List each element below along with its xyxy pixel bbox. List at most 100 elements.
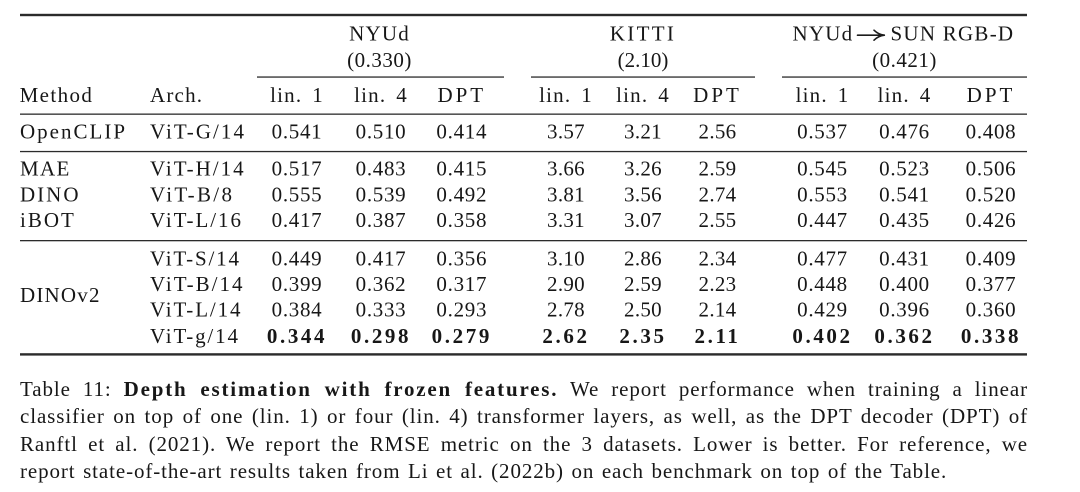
svg-text:3.66: 3.66 bbox=[547, 157, 585, 181]
svg-text:0.377: 0.377 bbox=[966, 272, 1017, 296]
svg-text:2.23: 2.23 bbox=[699, 272, 737, 296]
svg-text:ViT-S/14: ViT-S/14 bbox=[150, 246, 241, 270]
svg-text:2.35: 2.35 bbox=[619, 324, 666, 348]
svg-text:0.298: 0.298 bbox=[351, 324, 411, 348]
svg-text:OpenCLIP: OpenCLIP bbox=[20, 119, 127, 143]
svg-text:0.520: 0.520 bbox=[966, 182, 1017, 206]
svg-text:NYUd: NYUd bbox=[349, 22, 410, 46]
svg-text:ViT-B/14: ViT-B/14 bbox=[150, 272, 244, 296]
svg-text:0.402: 0.402 bbox=[792, 324, 852, 348]
svg-text:3.31: 3.31 bbox=[547, 208, 585, 232]
svg-text:Method: Method bbox=[20, 83, 94, 107]
svg-text:DINO: DINO bbox=[20, 182, 81, 206]
svg-text:0.417: 0.417 bbox=[356, 246, 407, 270]
svg-text:2.78: 2.78 bbox=[547, 298, 585, 322]
svg-text:lin. 1: lin. 1 bbox=[796, 83, 850, 107]
svg-text:0.362: 0.362 bbox=[874, 324, 934, 348]
svg-text:0.431: 0.431 bbox=[879, 246, 930, 270]
svg-text:2.62: 2.62 bbox=[542, 324, 589, 348]
svg-text:0.537: 0.537 bbox=[797, 119, 848, 143]
svg-text:DINOv2: DINOv2 bbox=[20, 283, 101, 307]
svg-text:0.483: 0.483 bbox=[356, 157, 407, 181]
svg-text:(0.421): (0.421) bbox=[872, 48, 937, 72]
svg-text:2.86: 2.86 bbox=[624, 246, 662, 270]
svg-text:2.74: 2.74 bbox=[699, 182, 737, 206]
svg-text:0.541: 0.541 bbox=[272, 119, 323, 143]
svg-text:3.56: 3.56 bbox=[624, 182, 662, 206]
svg-text:2.59: 2.59 bbox=[699, 157, 737, 181]
svg-text:0.517: 0.517 bbox=[272, 157, 323, 181]
svg-text:2.90: 2.90 bbox=[547, 272, 585, 296]
svg-text:0.541: 0.541 bbox=[879, 182, 930, 206]
svg-text:3.21: 3.21 bbox=[624, 119, 662, 143]
svg-text:0.449: 0.449 bbox=[272, 246, 323, 270]
svg-text:0.523: 0.523 bbox=[879, 157, 930, 181]
svg-text:0.333: 0.333 bbox=[356, 298, 407, 322]
svg-text:lin. 4: lin. 4 bbox=[878, 83, 932, 107]
svg-text:0.447: 0.447 bbox=[797, 208, 848, 232]
svg-text:3.81: 3.81 bbox=[547, 182, 585, 206]
svg-text:2.59: 2.59 bbox=[624, 272, 662, 296]
svg-text:0.545: 0.545 bbox=[797, 157, 848, 181]
svg-text:0.555: 0.555 bbox=[272, 182, 323, 206]
svg-text:lin. 1: lin. 1 bbox=[539, 83, 593, 107]
svg-text:0.399: 0.399 bbox=[272, 272, 323, 296]
svg-text:0.360: 0.360 bbox=[966, 298, 1017, 322]
svg-text:0.400: 0.400 bbox=[879, 272, 930, 296]
svg-text:Arch.: Arch. bbox=[150, 83, 203, 107]
svg-text:iBOT: iBOT bbox=[20, 208, 76, 232]
svg-text:2.34: 2.34 bbox=[699, 246, 737, 270]
svg-text:0.279: 0.279 bbox=[432, 324, 492, 348]
svg-text:KITTI: KITTI bbox=[610, 22, 677, 46]
svg-text:2.56: 2.56 bbox=[699, 119, 737, 143]
svg-text:0.426: 0.426 bbox=[966, 208, 1017, 232]
svg-text:DPT: DPT bbox=[693, 83, 742, 107]
svg-text:0.415: 0.415 bbox=[436, 157, 487, 181]
svg-text:3.10: 3.10 bbox=[547, 246, 585, 270]
svg-text:(2.10): (2.10) bbox=[618, 48, 669, 72]
svg-text:3.07: 3.07 bbox=[624, 208, 662, 232]
svg-text:0.435: 0.435 bbox=[879, 208, 930, 232]
svg-text:ViT-g/14: ViT-g/14 bbox=[150, 324, 240, 348]
svg-text:DPT: DPT bbox=[967, 83, 1016, 107]
svg-text:0.293: 0.293 bbox=[436, 298, 487, 322]
svg-text:0.510: 0.510 bbox=[356, 119, 407, 143]
svg-text:0.506: 0.506 bbox=[966, 157, 1017, 181]
svg-text:lin. 4: lin. 4 bbox=[354, 83, 408, 107]
svg-text:ViT-L/16: ViT-L/16 bbox=[150, 208, 243, 232]
svg-text:2.50: 2.50 bbox=[624, 298, 662, 322]
svg-text:0.409: 0.409 bbox=[966, 246, 1017, 270]
svg-text:0.317: 0.317 bbox=[436, 272, 487, 296]
svg-text:0.539: 0.539 bbox=[356, 182, 407, 206]
svg-text:DPT: DPT bbox=[437, 83, 486, 107]
svg-text:0.414: 0.414 bbox=[436, 119, 487, 143]
svg-text:lin. 4: lin. 4 bbox=[616, 83, 670, 107]
svg-text:0.492: 0.492 bbox=[436, 182, 487, 206]
svg-text:0.417: 0.417 bbox=[272, 208, 323, 232]
svg-text:0.384: 0.384 bbox=[272, 298, 323, 322]
svg-text:0.396: 0.396 bbox=[879, 298, 930, 322]
svg-text:NYUd: NYUd bbox=[793, 22, 854, 46]
svg-text:0.408: 0.408 bbox=[966, 119, 1017, 143]
svg-text:0.476: 0.476 bbox=[879, 119, 930, 143]
svg-text:0.338: 0.338 bbox=[961, 324, 1021, 348]
svg-text:lin. 1: lin. 1 bbox=[270, 83, 324, 107]
svg-text:3.57: 3.57 bbox=[547, 119, 585, 143]
svg-text:2.11: 2.11 bbox=[695, 324, 741, 348]
svg-text:0.362: 0.362 bbox=[356, 272, 407, 296]
svg-text:2.14: 2.14 bbox=[699, 298, 737, 322]
svg-text:0.553: 0.553 bbox=[797, 182, 848, 206]
svg-text:ViT-L/14: ViT-L/14 bbox=[150, 298, 242, 322]
svg-text:0.429: 0.429 bbox=[797, 298, 848, 322]
svg-text:0.477: 0.477 bbox=[797, 246, 848, 270]
svg-text:ViT-G/14: ViT-G/14 bbox=[150, 119, 246, 143]
svg-text:0.358: 0.358 bbox=[436, 208, 487, 232]
svg-text:SUN RGB-D: SUN RGB-D bbox=[891, 22, 1015, 46]
svg-text:0.344: 0.344 bbox=[267, 324, 327, 348]
svg-text:0.387: 0.387 bbox=[356, 208, 407, 232]
svg-text:2.55: 2.55 bbox=[699, 208, 737, 232]
svg-text:(0.330): (0.330) bbox=[347, 48, 412, 72]
svg-text:ViT-B/8: ViT-B/8 bbox=[150, 182, 234, 206]
svg-text:MAE: MAE bbox=[20, 157, 71, 181]
svg-text:0.448: 0.448 bbox=[797, 272, 848, 296]
